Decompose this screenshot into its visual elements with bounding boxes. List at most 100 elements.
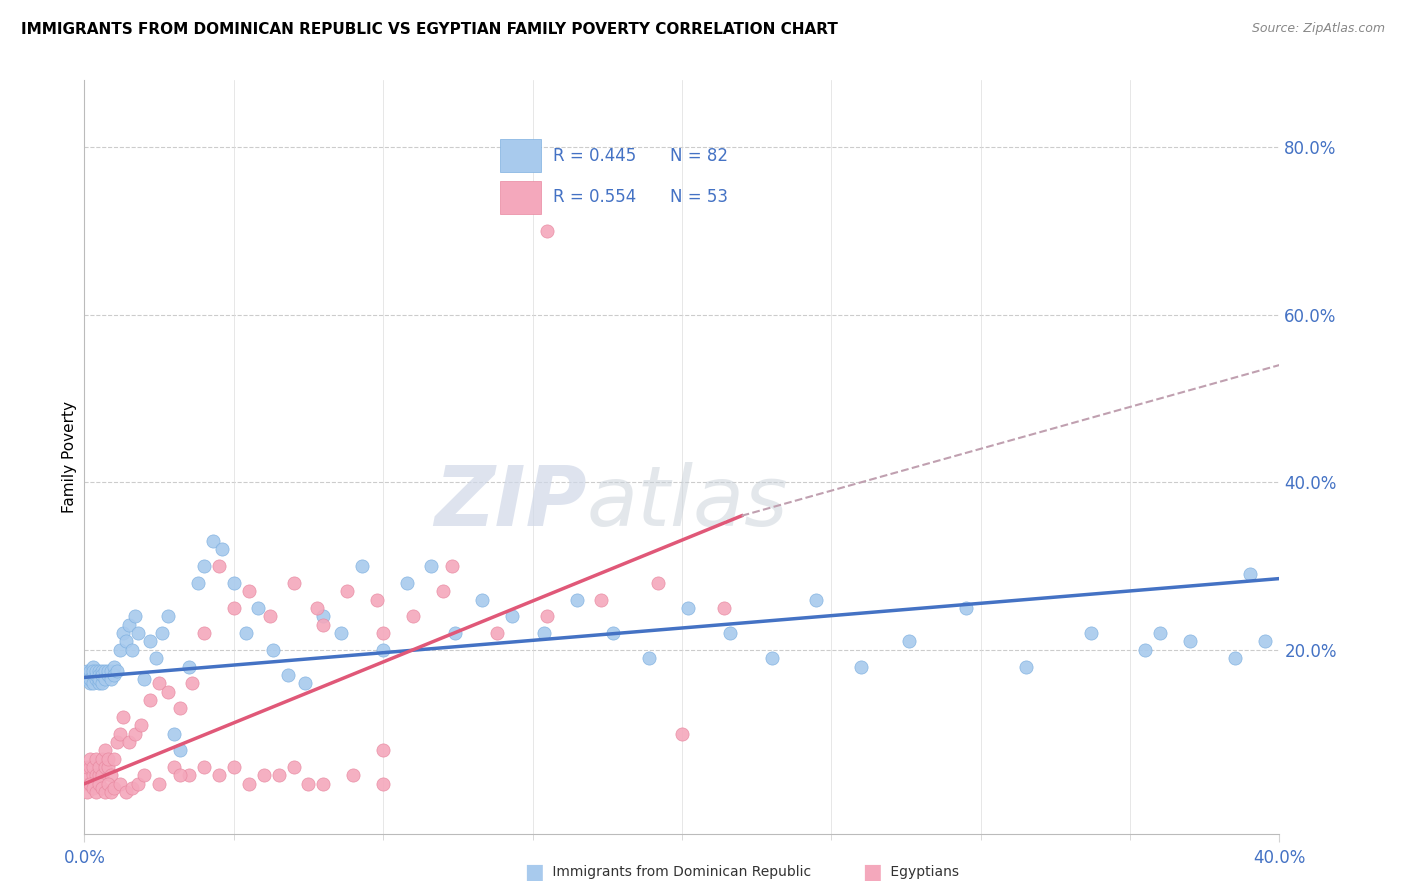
Point [91, 751, 114, 765]
Point [208, 768, 231, 782]
Point [253, 768, 276, 782]
Point [181, 676, 204, 690]
Text: IMMIGRANTS FROM DOMINICAN REPUBLIC VS EGYPTIAN FAMILY POVERTY CORRELATION CHART: IMMIGRANTS FROM DOMINICAN REPUBLIC VS EG… [21, 22, 838, 37]
Point [485, 626, 508, 640]
Text: ■: ■ [862, 863, 882, 882]
Point [402, 609, 425, 624]
Point [82, 659, 104, 673]
Point [373, 626, 395, 640]
Point [898, 634, 921, 648]
Text: ■: ■ [524, 863, 544, 882]
Point [157, 609, 180, 624]
Point [432, 584, 454, 599]
Point [86, 768, 108, 782]
Point [267, 768, 290, 782]
Point [79, 777, 101, 791]
Point [312, 617, 335, 632]
Point [91, 668, 114, 682]
Point [115, 785, 138, 799]
Point [94, 743, 117, 757]
Point [105, 735, 128, 749]
Point [112, 626, 135, 640]
Point [262, 642, 284, 657]
Point [1149, 626, 1171, 640]
Point [163, 726, 186, 740]
Text: Source: ZipAtlas.com: Source: ZipAtlas.com [1251, 22, 1385, 36]
Point [82, 668, 104, 682]
Point [208, 559, 231, 574]
Text: ZIP: ZIP [433, 462, 586, 543]
Point [76, 768, 98, 782]
Point [94, 785, 117, 799]
Point [89, 760, 111, 774]
Point [1014, 659, 1036, 673]
Point [342, 768, 364, 782]
Point [238, 777, 260, 791]
Point [118, 735, 141, 749]
Y-axis label: Family Poverty: Family Poverty [62, 401, 77, 513]
Point [591, 592, 613, 607]
Point [127, 777, 149, 791]
Point [169, 701, 191, 715]
Point [124, 609, 146, 624]
Point [444, 626, 467, 640]
Point [246, 600, 269, 615]
Point [312, 777, 335, 791]
Point [533, 626, 555, 640]
Point [103, 659, 125, 673]
Point [97, 760, 120, 774]
Text: Egyptians: Egyptians [886, 865, 959, 880]
Point [129, 718, 152, 732]
Point [169, 743, 191, 757]
Point [277, 668, 299, 682]
Point [536, 224, 558, 238]
Point [366, 592, 388, 607]
Point [336, 584, 359, 599]
Point [100, 672, 122, 686]
Point [89, 676, 111, 690]
Point [139, 693, 162, 707]
Point [100, 785, 122, 799]
Point [103, 751, 125, 765]
Point [718, 626, 741, 640]
Point [100, 664, 122, 678]
Text: atlas: atlas [586, 462, 787, 543]
Point [148, 777, 170, 791]
Point [82, 760, 104, 774]
Point [1133, 642, 1156, 657]
Point [82, 780, 104, 795]
Point [647, 575, 669, 590]
Point [82, 676, 104, 690]
Point [97, 751, 120, 765]
Point [139, 634, 162, 648]
Point [105, 664, 128, 678]
Point [89, 777, 111, 791]
Point [86, 751, 108, 765]
Point [110, 777, 132, 791]
Point [235, 626, 257, 640]
Point [145, 651, 167, 665]
Point [112, 710, 135, 724]
Point [211, 542, 233, 557]
Text: Immigrants from Dominican Republic: Immigrants from Dominican Republic [548, 865, 811, 880]
Point [851, 659, 873, 673]
Point [82, 664, 104, 678]
Point [1253, 634, 1275, 648]
Point [91, 768, 114, 782]
Point [169, 768, 191, 782]
Point [94, 760, 117, 774]
Point [396, 575, 419, 590]
Point [127, 626, 149, 640]
Point [97, 664, 120, 678]
Point [76, 785, 98, 799]
Point [91, 664, 114, 678]
Point [312, 609, 335, 624]
Point [222, 575, 245, 590]
Point [297, 777, 319, 791]
Point [103, 780, 125, 795]
Point [97, 668, 120, 682]
Point [76, 664, 98, 678]
Point [420, 559, 443, 574]
Point [79, 668, 101, 682]
Point [100, 768, 122, 782]
